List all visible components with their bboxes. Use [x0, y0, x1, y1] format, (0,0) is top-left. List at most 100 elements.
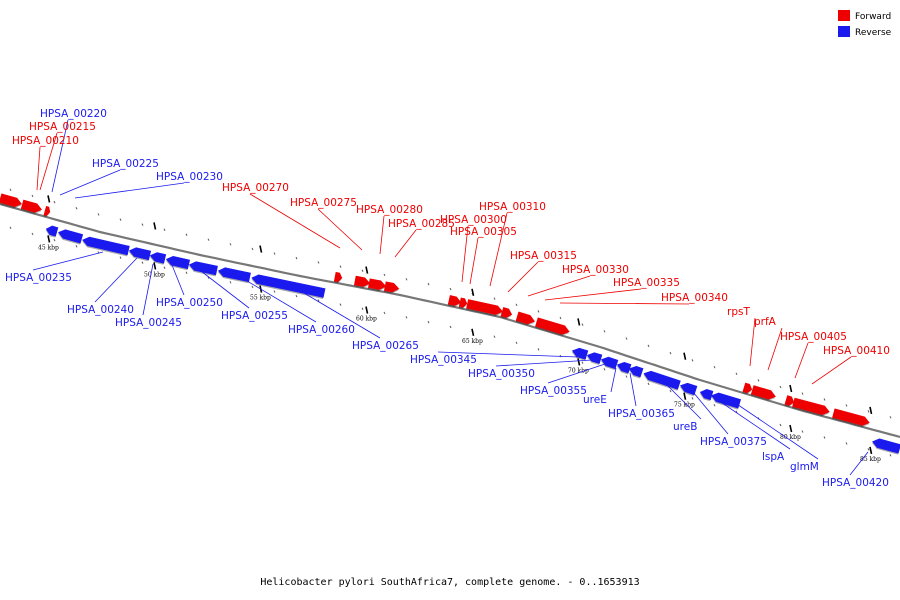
forward-gene-feature — [466, 299, 503, 317]
forward-gene-feature — [20, 199, 43, 214]
reverse-gene-feature — [251, 274, 326, 299]
legend-reverse-swatch — [838, 26, 850, 37]
minor-tick-inner — [119, 256, 122, 259]
minor-tick-outer — [537, 310, 540, 313]
major-tick-outer — [47, 195, 51, 203]
gene-label: glmM — [790, 461, 819, 473]
minor-tick-inner — [581, 361, 584, 364]
forward-gene-feature — [742, 382, 753, 395]
gene-label: rpsT — [727, 306, 750, 318]
minor-tick-outer — [625, 337, 628, 340]
gene-label: HPSA_00250 — [156, 297, 223, 309]
minor-tick-inner — [185, 271, 188, 275]
minor-tick-inner — [713, 403, 716, 407]
minor-tick-inner — [75, 245, 78, 248]
genome-caption: Helicobacter pylori SouthAfrica7, comple… — [260, 577, 640, 588]
reverse-gene-feature — [45, 225, 59, 238]
minor-tick-inner — [889, 454, 892, 457]
major-tick-inner — [683, 392, 687, 400]
minor-tick-inner — [669, 389, 672, 393]
reverse-gene-feature — [128, 247, 152, 262]
minor-tick-inner — [647, 382, 650, 386]
tick-label: 70 kbp — [568, 367, 589, 374]
minor-tick-outer — [273, 252, 276, 255]
tick-label: 55 kbp — [250, 295, 271, 302]
major-tick-inner — [153, 262, 157, 270]
reverse-gene-feature — [699, 389, 714, 402]
gene-label: HPSA_00240 — [67, 304, 134, 316]
forward-gene-feature — [0, 193, 22, 209]
minor-tick-inner — [273, 290, 276, 293]
major-tick-outer — [471, 288, 475, 297]
leader-line — [811, 356, 852, 385]
leader-line — [749, 317, 756, 367]
gene-label: HPSA_00260 — [288, 324, 355, 336]
leader-line — [705, 391, 791, 450]
forward-gene-feature — [458, 297, 468, 309]
minor-tick-inner — [845, 442, 848, 445]
minor-tick-outer — [845, 404, 848, 407]
gene-label: ureE — [583, 394, 607, 406]
major-tick-outer — [683, 352, 687, 360]
minor-tick-outer — [141, 223, 144, 226]
leader-line — [849, 451, 869, 476]
backbone-layer — [0, 202, 900, 439]
gene-label: HPSA_00215 — [29, 121, 96, 133]
gene-label: HPSA_00225 — [92, 158, 159, 170]
gene-label: HPSA_00410 — [823, 345, 890, 357]
minor-tick-outer — [119, 218, 122, 221]
leader-line — [39, 132, 58, 191]
features-layer — [0, 193, 900, 455]
leader-line — [51, 119, 69, 193]
leader-line — [544, 288, 642, 301]
minor-tick-outer — [295, 256, 298, 260]
reverse-gene-feature — [711, 392, 741, 410]
minor-tick-inner — [317, 299, 320, 302]
leader-line — [36, 146, 41, 191]
minor-tick-outer — [251, 247, 254, 251]
minor-tick-outer — [867, 410, 870, 413]
minor-tick-outer — [9, 188, 12, 192]
major-tick-outer — [259, 245, 263, 253]
minor-tick-outer — [163, 228, 166, 231]
minor-tick-outer — [53, 200, 56, 204]
leader-line — [249, 193, 341, 249]
tick-label: 60 kbp — [356, 316, 377, 323]
leader-line — [559, 302, 690, 305]
gene-label: HPSA_00375 — [700, 436, 767, 448]
major-tick-outer — [365, 266, 369, 274]
leader-line — [32, 251, 104, 271]
minor-tick-outer — [735, 372, 738, 376]
leader-line — [547, 363, 606, 384]
major-tick-inner — [577, 358, 581, 366]
minor-tick-inner — [229, 281, 232, 284]
gene-label: HPSA_00340 — [661, 292, 728, 304]
minor-tick-inner — [9, 226, 12, 230]
gene-label: HPSA_00220 — [40, 108, 107, 120]
leader-line — [142, 263, 154, 316]
minor-tick-inner — [405, 316, 408, 319]
leader-line — [495, 359, 593, 367]
reverse-gene-feature — [872, 438, 900, 455]
leader-lines-layer — [32, 119, 869, 476]
minor-tick-outer — [603, 330, 606, 333]
reverse-gene-feature — [586, 352, 603, 365]
gene-label: HPSA_00280 — [356, 204, 423, 216]
leader-line — [94, 257, 138, 303]
gene-label: HPSA_00275 — [290, 197, 357, 209]
gene-label: HPSA_00315 — [510, 250, 577, 262]
minor-tick-outer — [889, 416, 892, 419]
forward-gene-feature — [368, 278, 387, 292]
gene-label: HPSA_00345 — [410, 354, 477, 366]
minor-tick-inner — [449, 325, 452, 329]
leader-line — [767, 327, 783, 371]
gene-label: HPSA_00335 — [613, 277, 680, 289]
minor-tick-inner — [867, 448, 870, 451]
minor-tick-outer — [361, 269, 364, 273]
minor-tick-outer — [97, 213, 100, 216]
gene-label: HPSA_00265 — [352, 340, 419, 352]
gene-label: HPSA_00350 — [468, 368, 535, 380]
ticks-layer: 45 kbp 50 kbp 55 kbp 60 kbp 65 kbp 70 kbp 75 k… — [9, 188, 892, 463]
minor-tick-outer — [669, 351, 672, 355]
